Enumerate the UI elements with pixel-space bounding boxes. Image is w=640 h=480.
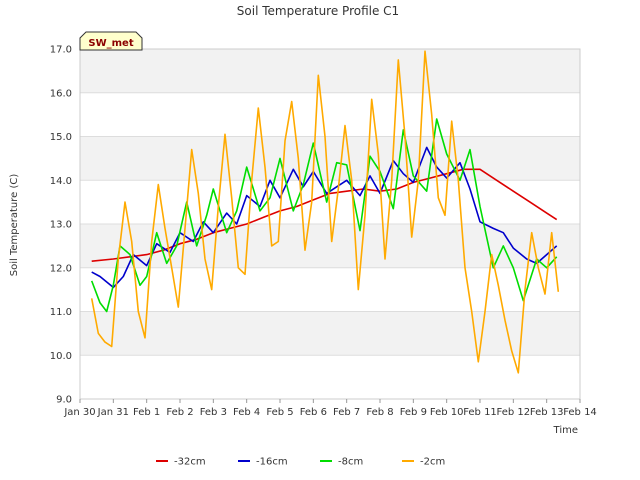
y-tick-label: 15.0 bbox=[50, 132, 72, 143]
series-lines bbox=[90, 50, 560, 374]
x-tick-label: Feb 3 bbox=[200, 407, 227, 418]
x-tick-label: Feb 4 bbox=[233, 407, 260, 418]
x-axis-ticks: Jan 30 Jan 31 Feb 1 Feb 2 Feb 3 Feb 4 Feb 5 Feb… bbox=[63, 399, 597, 418]
band bbox=[80, 49, 580, 93]
y-axis-label: Soil Temperature (C) bbox=[9, 174, 20, 277]
site-badge: SW_met bbox=[79, 31, 143, 51]
x-tick-label: Feb 11 bbox=[463, 407, 497, 418]
plot-area-frame bbox=[79, 48, 581, 400]
y-tick-label: 10.0 bbox=[50, 351, 72, 362]
x-tick-label: Feb 6 bbox=[300, 407, 327, 418]
x-tick-label: Feb 8 bbox=[366, 407, 393, 418]
series-line-8cm bbox=[90, 118, 558, 313]
series-line-16cm bbox=[91, 146, 558, 289]
series-line-32cm bbox=[91, 168, 558, 262]
y-tick-label: 16.0 bbox=[50, 88, 72, 99]
x-tick-label: Feb 13 bbox=[530, 407, 564, 418]
legend-label: -16cm bbox=[256, 457, 288, 468]
y-axis-ticks: 9.0 10.0 11.0 12.0 13.0 14.0 15.0 16.0 17.0 bbox=[50, 45, 72, 406]
chart-title: Soil Temperature Profile C1 bbox=[237, 4, 399, 18]
legend-label: -32cm bbox=[174, 457, 206, 468]
y-tick-label: 13.0 bbox=[50, 220, 72, 231]
x-tick-label: Feb 9 bbox=[400, 407, 427, 418]
x-tick-label: Feb 7 bbox=[333, 407, 360, 418]
x-tick-label: Feb 5 bbox=[266, 407, 293, 418]
x-tick-label: Feb 2 bbox=[166, 407, 193, 418]
grid-lines bbox=[80, 48, 580, 400]
x-tick-label: Feb 1 bbox=[133, 407, 160, 418]
legend-label: -2cm bbox=[420, 457, 445, 468]
x-tick-label: Jan 31 bbox=[97, 407, 129, 418]
background-bands bbox=[80, 49, 580, 356]
y-tick-label: 11.0 bbox=[50, 307, 72, 318]
y-tick-label: 12.0 bbox=[50, 263, 72, 274]
y-tick-label: 14.0 bbox=[50, 176, 72, 187]
legend-label: -8cm bbox=[338, 457, 363, 468]
x-tick-label: Feb 10 bbox=[430, 407, 464, 418]
site-badge-text: SW_met bbox=[88, 38, 133, 49]
band bbox=[80, 136, 580, 181]
y-tick-label: 17.0 bbox=[50, 45, 72, 56]
y-tick-label: 9.0 bbox=[56, 395, 72, 406]
x-tick-label: Feb 12 bbox=[497, 407, 531, 418]
series-line-2cm bbox=[90, 50, 560, 374]
site-badge-box bbox=[79, 31, 143, 51]
x-tick-label: Jan 30 bbox=[63, 407, 95, 418]
legend: -32cm -16cm -8cm -2cm bbox=[156, 457, 445, 468]
band bbox=[80, 311, 580, 356]
x-axis-label: Time bbox=[553, 425, 578, 436]
x-tick-label: Feb 14 bbox=[563, 407, 597, 418]
